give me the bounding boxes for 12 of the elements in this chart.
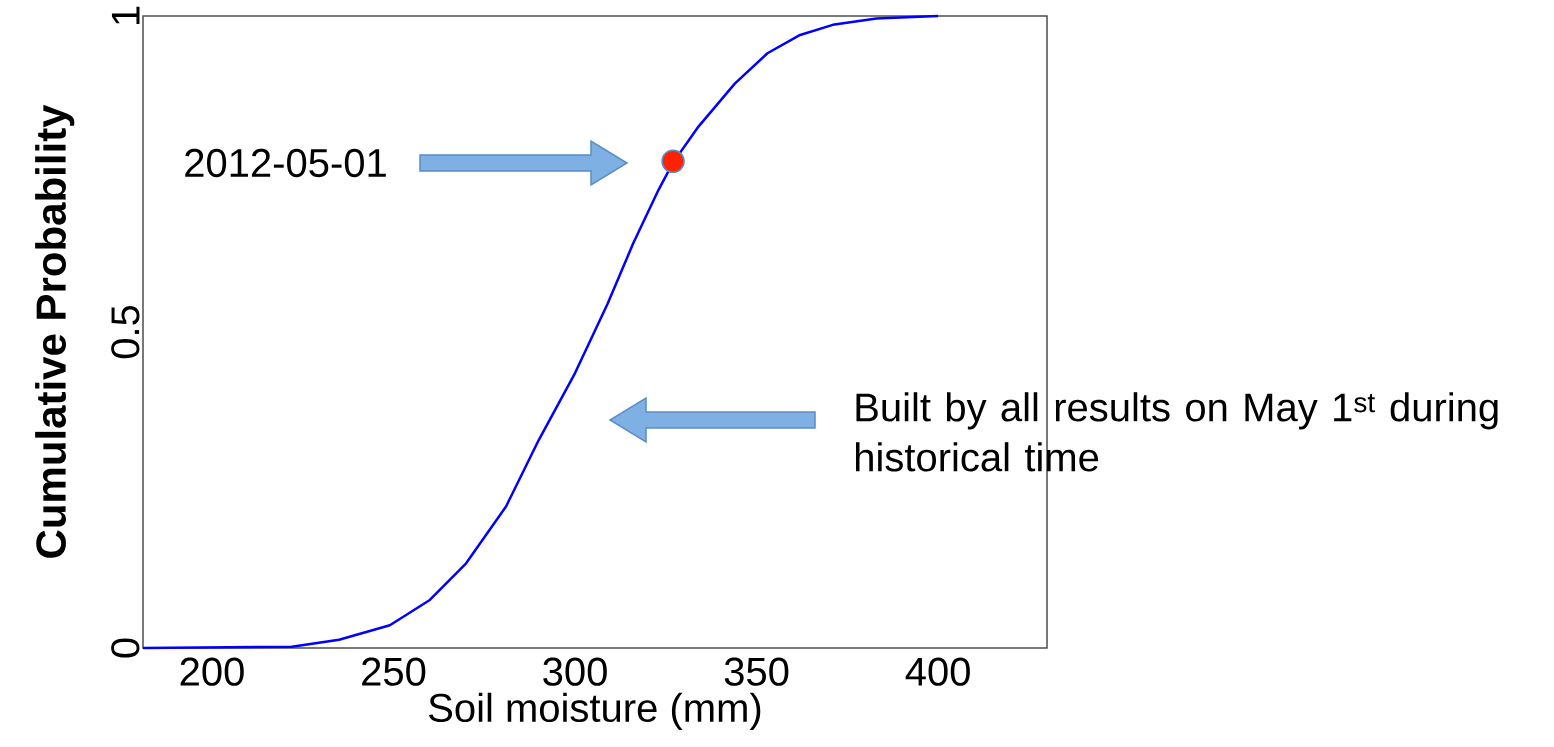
annotation: 2012-05-01	[185, 148, 386, 178]
text: Built by all results on May 1$^{st}$ during historical time	[855, 392, 1498, 472]
y-tick-label: 0	[111, 638, 140, 658]
x-axis-title: Soil moisture (mm)	[429, 692, 761, 730]
y-tick-label: 1	[111, 6, 140, 25]
x-tick-label: 250	[362, 657, 426, 686]
y-axis-title: Cumulative Probability	[35, 104, 75, 558]
x-tick-label: 350	[724, 657, 789, 686]
y-tick-label: 0.5	[111, 305, 140, 359]
x-tick-label: 400	[905, 657, 970, 686]
x-tick-label: 300	[543, 657, 607, 686]
x-tick-label: 200	[180, 657, 244, 686]
